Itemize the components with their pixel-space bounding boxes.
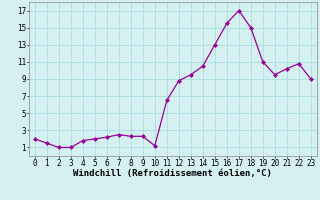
X-axis label: Windchill (Refroidissement éolien,°C): Windchill (Refroidissement éolien,°C) [73,169,272,178]
